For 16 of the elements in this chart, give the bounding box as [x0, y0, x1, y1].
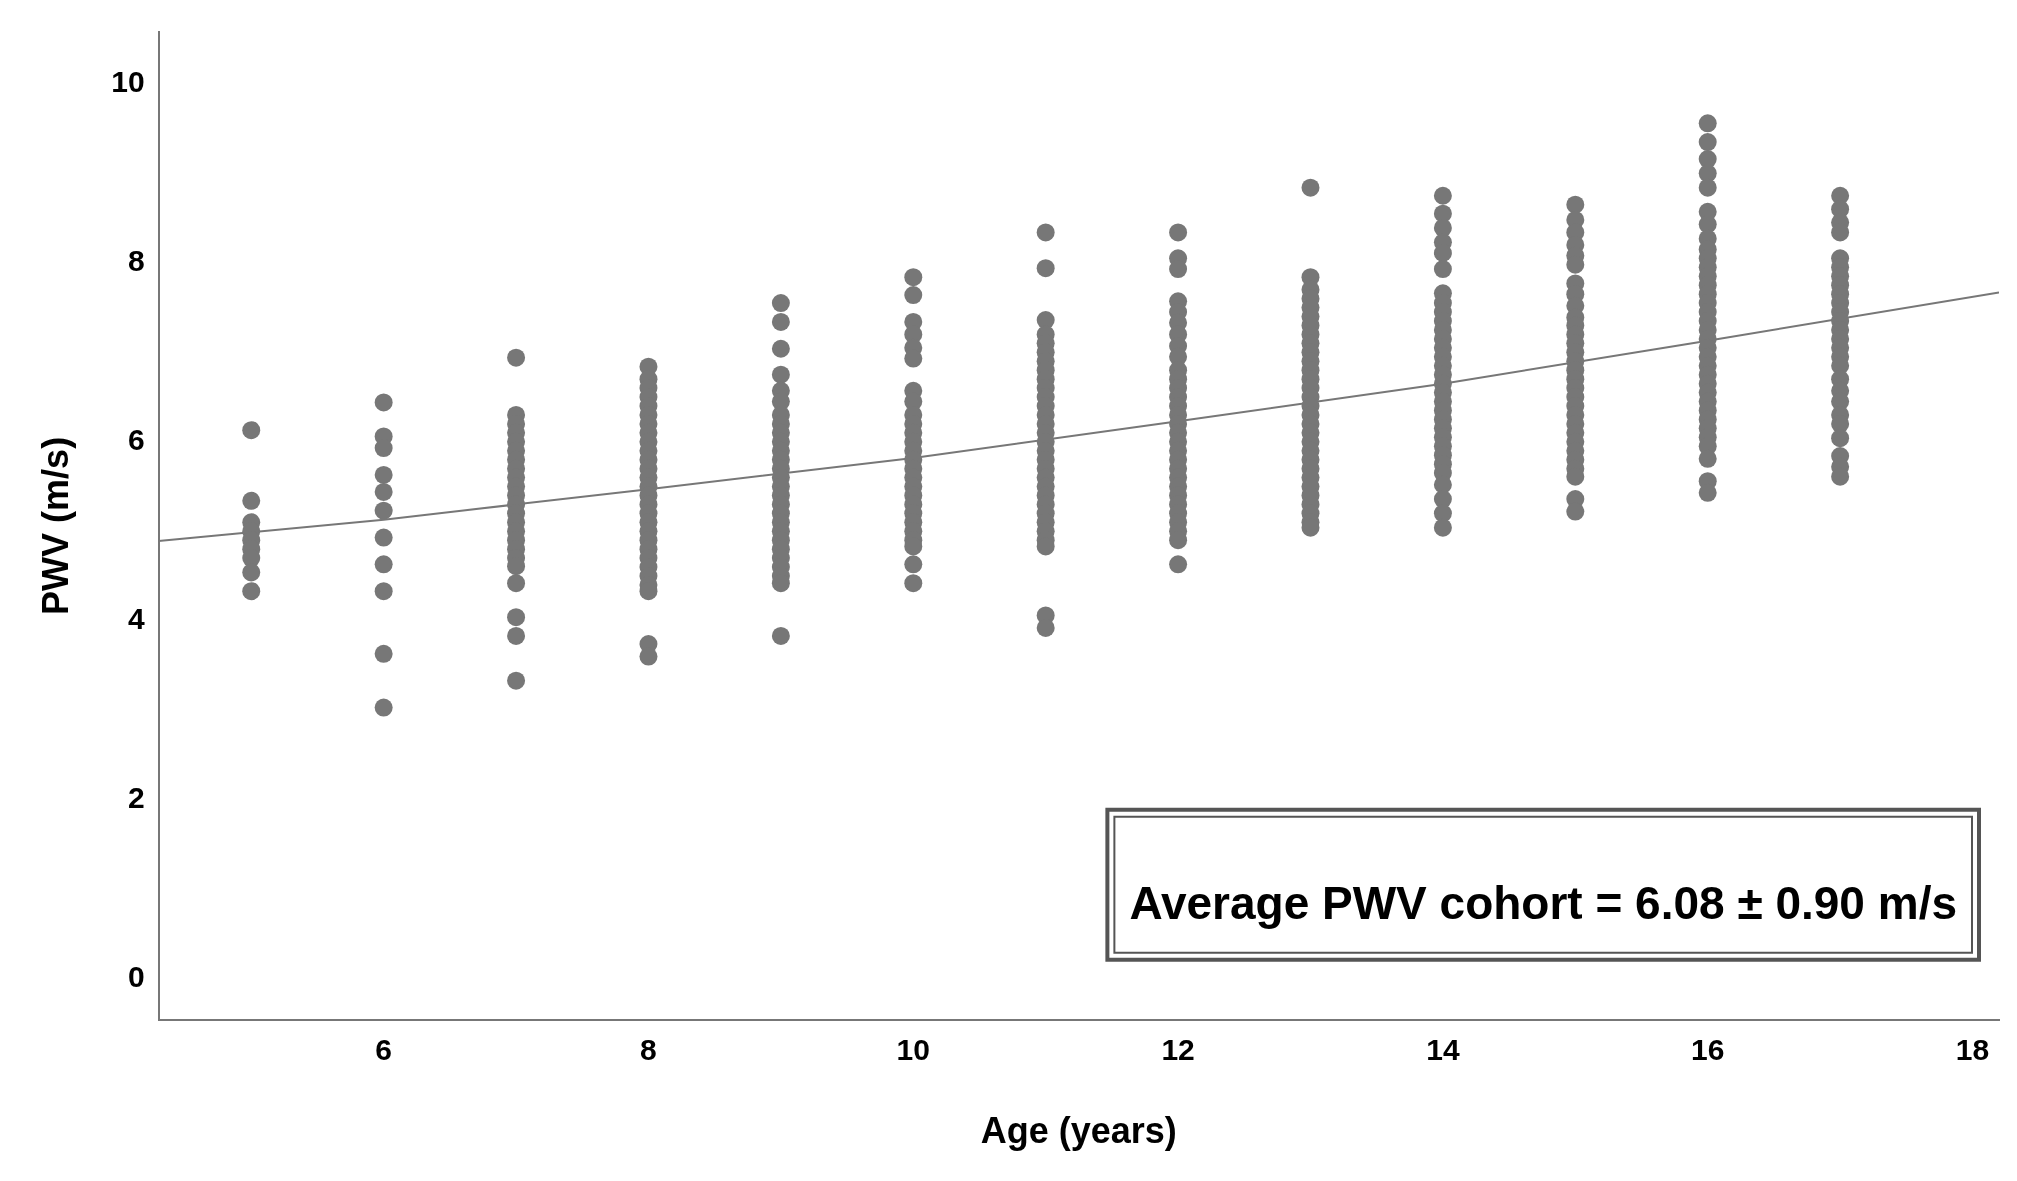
x-tick-label: 16 — [1691, 1033, 1725, 1067]
y-tick-label: 4 — [127, 602, 145, 636]
y-tick-label: 10 — [111, 65, 145, 99]
x-tick-label: 14 — [1426, 1033, 1460, 1067]
y-tick-label: 8 — [127, 244, 145, 278]
x-tick-label: 8 — [640, 1033, 657, 1067]
y-axis-title: PWV (m/s) — [34, 436, 76, 615]
annotation: Average PWV cohort = 6.08 ± 0.90 m/s — [1129, 877, 1958, 930]
y-tick-label: 0 — [127, 959, 145, 993]
x-tick-label: 6 — [375, 1033, 392, 1067]
y-tick-label: 6 — [127, 423, 145, 457]
y-tick-label: 2 — [127, 780, 145, 814]
x-axis-title: Age (years) — [980, 1110, 1177, 1152]
x-tick-label: 18 — [1955, 1033, 1990, 1067]
x-tick-label: 12 — [1161, 1033, 1195, 1067]
x-tick-label: 10 — [896, 1033, 930, 1067]
